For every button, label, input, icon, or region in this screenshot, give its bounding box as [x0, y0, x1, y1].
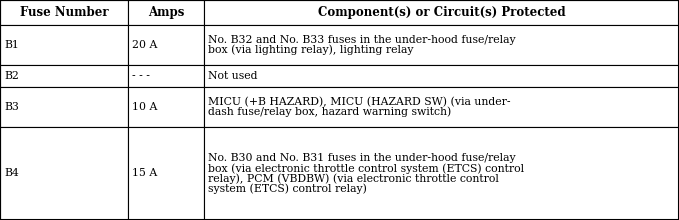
Text: B2: B2: [4, 71, 19, 81]
Text: B1: B1: [4, 40, 19, 50]
Text: Component(s) or Circuit(s) Protected: Component(s) or Circuit(s) Protected: [318, 6, 566, 19]
Text: No. B30 and No. B31 fuses in the under-hood fuse/relay: No. B30 and No. B31 fuses in the under-h…: [208, 153, 515, 163]
Bar: [128, 127, 204, 220]
Bar: [0, 65, 128, 87]
Bar: [0, 87, 128, 127]
Text: B4: B4: [4, 169, 19, 178]
Text: - - -: - - -: [132, 71, 150, 81]
Text: B3: B3: [4, 102, 19, 112]
Text: 15 A: 15 A: [132, 169, 158, 178]
Text: Amps: Amps: [148, 6, 184, 19]
Text: Fuse Number: Fuse Number: [20, 6, 109, 19]
Text: box (via electronic throttle control system (ETCS) control: box (via electronic throttle control sys…: [208, 163, 524, 174]
Text: dash fuse/relay box, hazard warning switch): dash fuse/relay box, hazard warning swit…: [208, 107, 452, 117]
Bar: [0, 0, 128, 25]
Text: 20 A: 20 A: [132, 40, 158, 50]
Bar: [204, 25, 679, 65]
Text: system (ETCS) control relay): system (ETCS) control relay): [208, 183, 367, 194]
Bar: [128, 0, 204, 25]
Text: Not used: Not used: [208, 71, 257, 81]
Text: box (via lighting relay), lighting relay: box (via lighting relay), lighting relay: [208, 45, 414, 55]
Text: No. B32 and No. B33 fuses in the under-hood fuse/relay: No. B32 and No. B33 fuses in the under-h…: [208, 35, 515, 45]
Bar: [204, 87, 679, 127]
Bar: [128, 25, 204, 65]
Text: 10 A: 10 A: [132, 102, 158, 112]
Text: MICU (+B HAZARD), MICU (HAZARD SW) (via under-: MICU (+B HAZARD), MICU (HAZARD SW) (via …: [208, 97, 511, 107]
Bar: [204, 127, 679, 220]
Text: relay), PCM (VBDBW) (via electronic throttle control: relay), PCM (VBDBW) (via electronic thro…: [208, 173, 499, 184]
Bar: [204, 0, 679, 25]
Bar: [128, 65, 204, 87]
Bar: [128, 87, 204, 127]
Bar: [0, 25, 128, 65]
Bar: [204, 65, 679, 87]
Bar: [0, 127, 128, 220]
